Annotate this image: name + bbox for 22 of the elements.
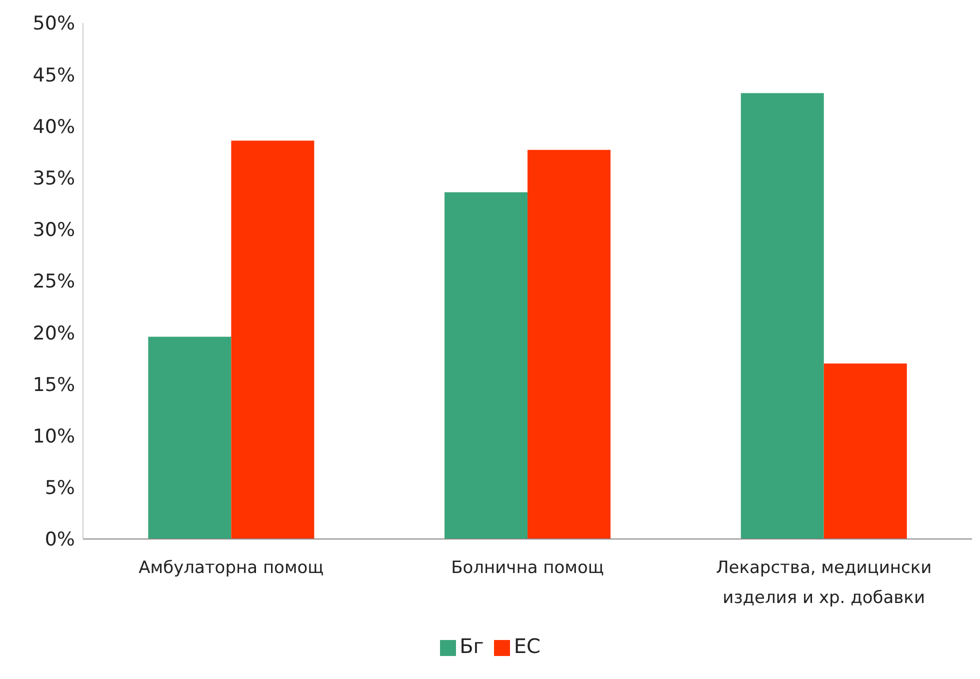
y-tick-label: 50% — [32, 12, 75, 35]
x-tick-label: Лекарства, медицински изделия и хр. добавки — [716, 558, 932, 608]
y-tick-label: 45% — [32, 64, 75, 86]
x-tick-label: Амбулаторна помощ — [138, 558, 324, 578]
legend-label: Бг — [460, 634, 484, 658]
y-tick-label: 25% — [32, 270, 75, 293]
legend-label: ЕС — [514, 634, 540, 658]
bar — [824, 364, 907, 539]
bar — [740, 93, 824, 539]
y-tick-label: 15% — [32, 374, 75, 396]
y-tick-label: 30% — [32, 219, 75, 242]
y-tick-label: 5% — [44, 477, 75, 500]
x-tick-label: Болнична помощ — [451, 558, 604, 578]
y-tick-label: 35% — [32, 168, 75, 190]
bar — [148, 336, 232, 539]
y-tick-label: 40% — [32, 116, 75, 138]
y-tick-label: 20% — [32, 322, 75, 344]
y-tick-label: 0% — [44, 528, 75, 551]
y-tick-label: 10% — [32, 426, 75, 448]
bar — [231, 140, 314, 539]
bar — [444, 192, 528, 539]
bar — [528, 150, 611, 539]
